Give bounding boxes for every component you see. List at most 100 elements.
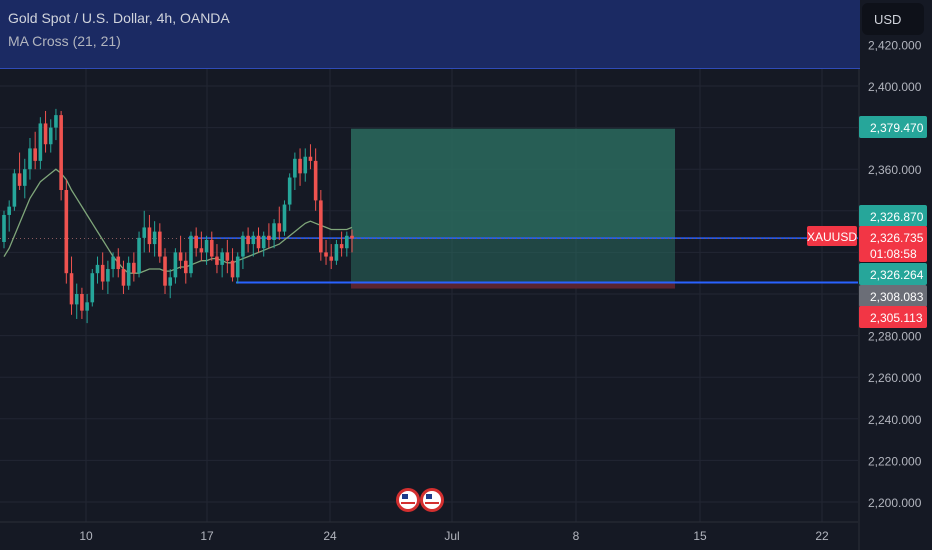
candle-body: [17, 173, 22, 186]
time-axis-label: 17: [200, 529, 214, 543]
entry-price-label-bg: [859, 205, 927, 227]
level-price-label-bg: [859, 263, 927, 285]
candle-body: [85, 302, 89, 311]
candle-body: [59, 115, 63, 190]
candle-body: [48, 127, 53, 145]
time-axis-label: 15: [693, 529, 707, 543]
candle-body: [28, 148, 32, 170]
candle-body: [64, 190, 69, 274]
price-axis-label: 2,400.000: [868, 80, 922, 94]
candle-body: [132, 262, 136, 274]
candle-body: [43, 123, 48, 145]
price-axis-label: 2,200.000: [868, 496, 922, 510]
pending-price-label-bg: [859, 285, 927, 307]
candle-body: [230, 260, 235, 278]
price-axis-label: 2,360.000: [868, 163, 922, 177]
candle-body: [287, 177, 292, 205]
candle-body: [116, 256, 121, 270]
candle-body: [173, 252, 178, 278]
candle-body: [183, 260, 188, 274]
us-flag-event-inner: [423, 491, 441, 509]
time-axis-label: 10: [79, 529, 93, 543]
candle-body: [256, 235, 261, 249]
level-price-label: 2,326.264: [870, 268, 924, 282]
candle-body: [22, 169, 27, 186]
candle-body: [178, 252, 183, 261]
candle-body: [54, 115, 58, 128]
candle-body: [204, 239, 209, 253]
candle-body: [329, 256, 334, 261]
candle-body: [303, 156, 308, 174]
candle-body: [209, 239, 214, 257]
us-flag-canton: [426, 494, 432, 499]
chart-header: Gold Spot / U.S. Dollar, 4h, OANDA MA Cr…: [0, 0, 860, 69]
candle-body: [12, 173, 17, 207]
candle-body: [80, 294, 84, 311]
time-axis-label: 24: [323, 529, 337, 543]
candle-body: [272, 223, 276, 240]
current-price-bg: [859, 226, 927, 262]
candle-body: [121, 269, 126, 286]
target-price-label-bg: [859, 116, 927, 138]
candle-body: [74, 294, 79, 305]
candle-body: [215, 256, 219, 265]
target-price-label: 2,379.470: [870, 121, 924, 135]
symbol-badge: XAUUSD: [807, 230, 857, 244]
time-axis-label: 22: [815, 529, 829, 543]
candle-body: [95, 264, 100, 274]
pending-price-label: 2,308.083: [870, 290, 924, 304]
candle-body: [313, 160, 318, 201]
candle-body: [106, 269, 110, 282]
candle-body: [319, 200, 323, 253]
candle-body: [142, 227, 147, 238]
candle-body: [137, 237, 141, 274]
candle-body: [235, 256, 240, 278]
price-axis-label: 2,420.000: [868, 38, 922, 52]
us-flag-stripe: [425, 502, 439, 504]
candle-body: [308, 156, 313, 161]
candle-body: [126, 262, 131, 286]
candle-body: [100, 264, 105, 282]
stop-price-label: 2,305.113: [870, 311, 923, 325]
time-axis-label: Jul: [444, 529, 459, 543]
candle-body: [33, 148, 37, 161]
candle-body: [251, 235, 256, 245]
candle-body: [350, 235, 354, 239]
symbol-title[interactable]: Gold Spot / U.S. Dollar, 4h, OANDA: [8, 10, 230, 26]
candle-body: [90, 273, 95, 303]
us-flag-canton: [402, 494, 408, 499]
candle-body: [241, 235, 245, 257]
candle-body: [194, 235, 198, 249]
candle-body: [147, 227, 152, 245]
candle-body: [199, 248, 204, 253]
profit-zone: [351, 128, 675, 239]
symbol-badge-bg: [807, 226, 857, 246]
candle-body: [324, 252, 328, 257]
us-flag-stripe: [401, 502, 415, 504]
entry-price-label: 2,326.870: [870, 210, 924, 224]
candle-body: [69, 273, 74, 305]
stop-price-label-bg: [859, 306, 927, 328]
candle-body: [334, 244, 339, 261]
candle-body: [298, 158, 302, 174]
price-axis-label: 2,220.000: [868, 454, 922, 468]
candle-body: [339, 244, 344, 249]
candle-body: [163, 256, 167, 286]
candle-body: [189, 235, 193, 274]
candle-body: [282, 204, 287, 232]
indicator-legend[interactable]: MA Cross (21, 21): [8, 33, 121, 49]
price-axis-label: 2,280.000: [868, 330, 922, 344]
candle-body: [111, 256, 115, 270]
candle-body: [158, 231, 162, 257]
current-price-label: 2,326.735: [870, 231, 924, 245]
profit-zone-lower: [351, 238, 675, 287]
currency-button[interactable]: USD: [862, 3, 924, 35]
time-axis-label: 8: [573, 529, 580, 543]
candle-body: [2, 214, 6, 242]
candle-body: [345, 235, 349, 249]
price-axis-label: 2,240.000: [868, 413, 922, 427]
candle-body: [267, 235, 271, 240]
candle-body: [261, 235, 266, 249]
price-axis-label: 2,260.000: [868, 371, 922, 385]
